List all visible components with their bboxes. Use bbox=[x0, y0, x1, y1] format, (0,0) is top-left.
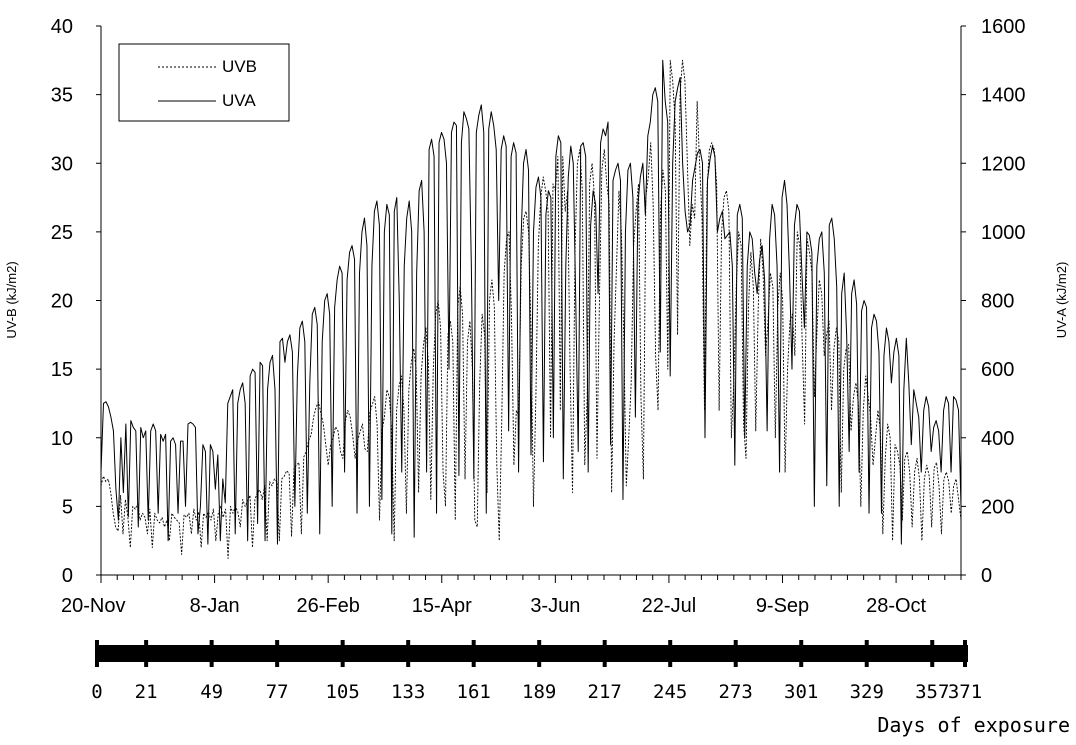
left-tick-label: 35 bbox=[51, 85, 73, 107]
right-tick-label: 800 bbox=[981, 291, 1014, 313]
exposure-tick bbox=[209, 640, 214, 667]
exposure-tick-label: 77 bbox=[266, 681, 289, 703]
date-tick-label: 8-Jan bbox=[190, 595, 240, 617]
right-tick-label: 1000 bbox=[981, 222, 1026, 244]
exposure-tick-label: 273 bbox=[719, 681, 753, 703]
right-tick-label: 200 bbox=[981, 496, 1014, 518]
right-tick-label: 0 bbox=[981, 565, 992, 587]
exposure-tick-label: 189 bbox=[522, 681, 556, 703]
exposure-tick-label: 217 bbox=[588, 681, 622, 703]
exposure-axis: 0 21 49 77 105 133 161 189 217 245 273 301 329 357371… bbox=[91, 640, 1070, 737]
exposure-bar bbox=[95, 645, 968, 662]
exposure-tick bbox=[930, 640, 935, 667]
right-tick-group: 0 200 400 600 800 1000 1200 1400 1600 bbox=[961, 16, 1026, 587]
right-tick-label: 400 bbox=[981, 428, 1014, 450]
exposure-tick-label: 49 bbox=[200, 681, 223, 703]
legend-uva-label: UVA bbox=[222, 91, 256, 110]
left-axis-label: UV-B (kJ/m2) bbox=[4, 261, 19, 338]
date-tick-label: 9-Sep bbox=[756, 595, 809, 617]
exposure-tick bbox=[733, 640, 738, 667]
legend-box bbox=[118, 43, 290, 122]
left-tick-label: 10 bbox=[51, 428, 73, 450]
left-tick-label: 20 bbox=[51, 291, 73, 313]
left-tick-label: 30 bbox=[51, 153, 73, 175]
date-tick-label: 15-Apr bbox=[412, 595, 472, 617]
left-tick-label: 0 bbox=[62, 565, 73, 587]
exposure-tick bbox=[406, 640, 411, 667]
left-tick-label: 40 bbox=[51, 16, 73, 38]
legend: UVB UVA bbox=[118, 43, 290, 122]
left-tick-label: 25 bbox=[51, 222, 73, 244]
exposure-tick bbox=[537, 640, 542, 667]
right-tick-label: 600 bbox=[981, 359, 1014, 381]
exposure-tick bbox=[95, 640, 99, 667]
exposure-tick bbox=[340, 640, 345, 667]
left-tick-label: 5 bbox=[62, 496, 73, 518]
right-axis-label: UV-A (kJ/m2) bbox=[1054, 262, 1069, 339]
exposure-tick bbox=[275, 640, 280, 667]
exposure-tick bbox=[799, 640, 804, 667]
exposure-tick bbox=[864, 640, 869, 667]
date-tick-label: 26-Feb bbox=[296, 595, 359, 617]
series-group bbox=[100, 59, 962, 559]
right-tick-label: 1600 bbox=[981, 16, 1026, 38]
left-tick-group: 0 5 10 15 20 25 30 35 40 bbox=[51, 16, 101, 587]
right-tick-label: 1200 bbox=[981, 153, 1026, 175]
right-tick-label: 1400 bbox=[981, 85, 1026, 107]
date-tick-label: 20-Nov bbox=[61, 595, 125, 617]
exposure-tick-label: 161 bbox=[457, 681, 491, 703]
legend-uvb-label: UVB bbox=[222, 57, 257, 76]
exposure-tick bbox=[963, 640, 967, 667]
exposure-tick-label: 357 bbox=[915, 681, 949, 703]
exposure-tick bbox=[602, 640, 607, 667]
exposure-tick-label: 245 bbox=[653, 681, 687, 703]
exposure-tick bbox=[668, 640, 673, 667]
exposure-tick-label: 0 bbox=[91, 681, 102, 703]
series-line-uvb bbox=[100, 59, 962, 559]
exposure-tick-label: 133 bbox=[391, 681, 425, 703]
exposure-axis-label: Days of exposure bbox=[877, 713, 1070, 737]
exposure-tick bbox=[144, 640, 149, 667]
date-tick-group: 20-Nov 8-Jan 26-Feb 15-Apr 3-Jun 22-Jul 9-Sep 2… bbox=[61, 575, 962, 617]
date-tick-label: 22-Jul bbox=[642, 595, 696, 617]
date-tick-label: 3-Jun bbox=[530, 595, 580, 617]
exposure-tick-label: 21 bbox=[135, 681, 158, 703]
date-tick-label: 28-Oct bbox=[866, 595, 926, 617]
exposure-tick-label: 105 bbox=[325, 681, 359, 703]
exposure-tick bbox=[471, 640, 476, 667]
exposure-tick-label: 329 bbox=[850, 681, 884, 703]
exposure-tick-label: 301 bbox=[784, 681, 818, 703]
exposure-tick-label: 371 bbox=[948, 681, 982, 703]
series-line-uva bbox=[100, 59, 962, 545]
left-tick-label: 15 bbox=[51, 359, 73, 381]
